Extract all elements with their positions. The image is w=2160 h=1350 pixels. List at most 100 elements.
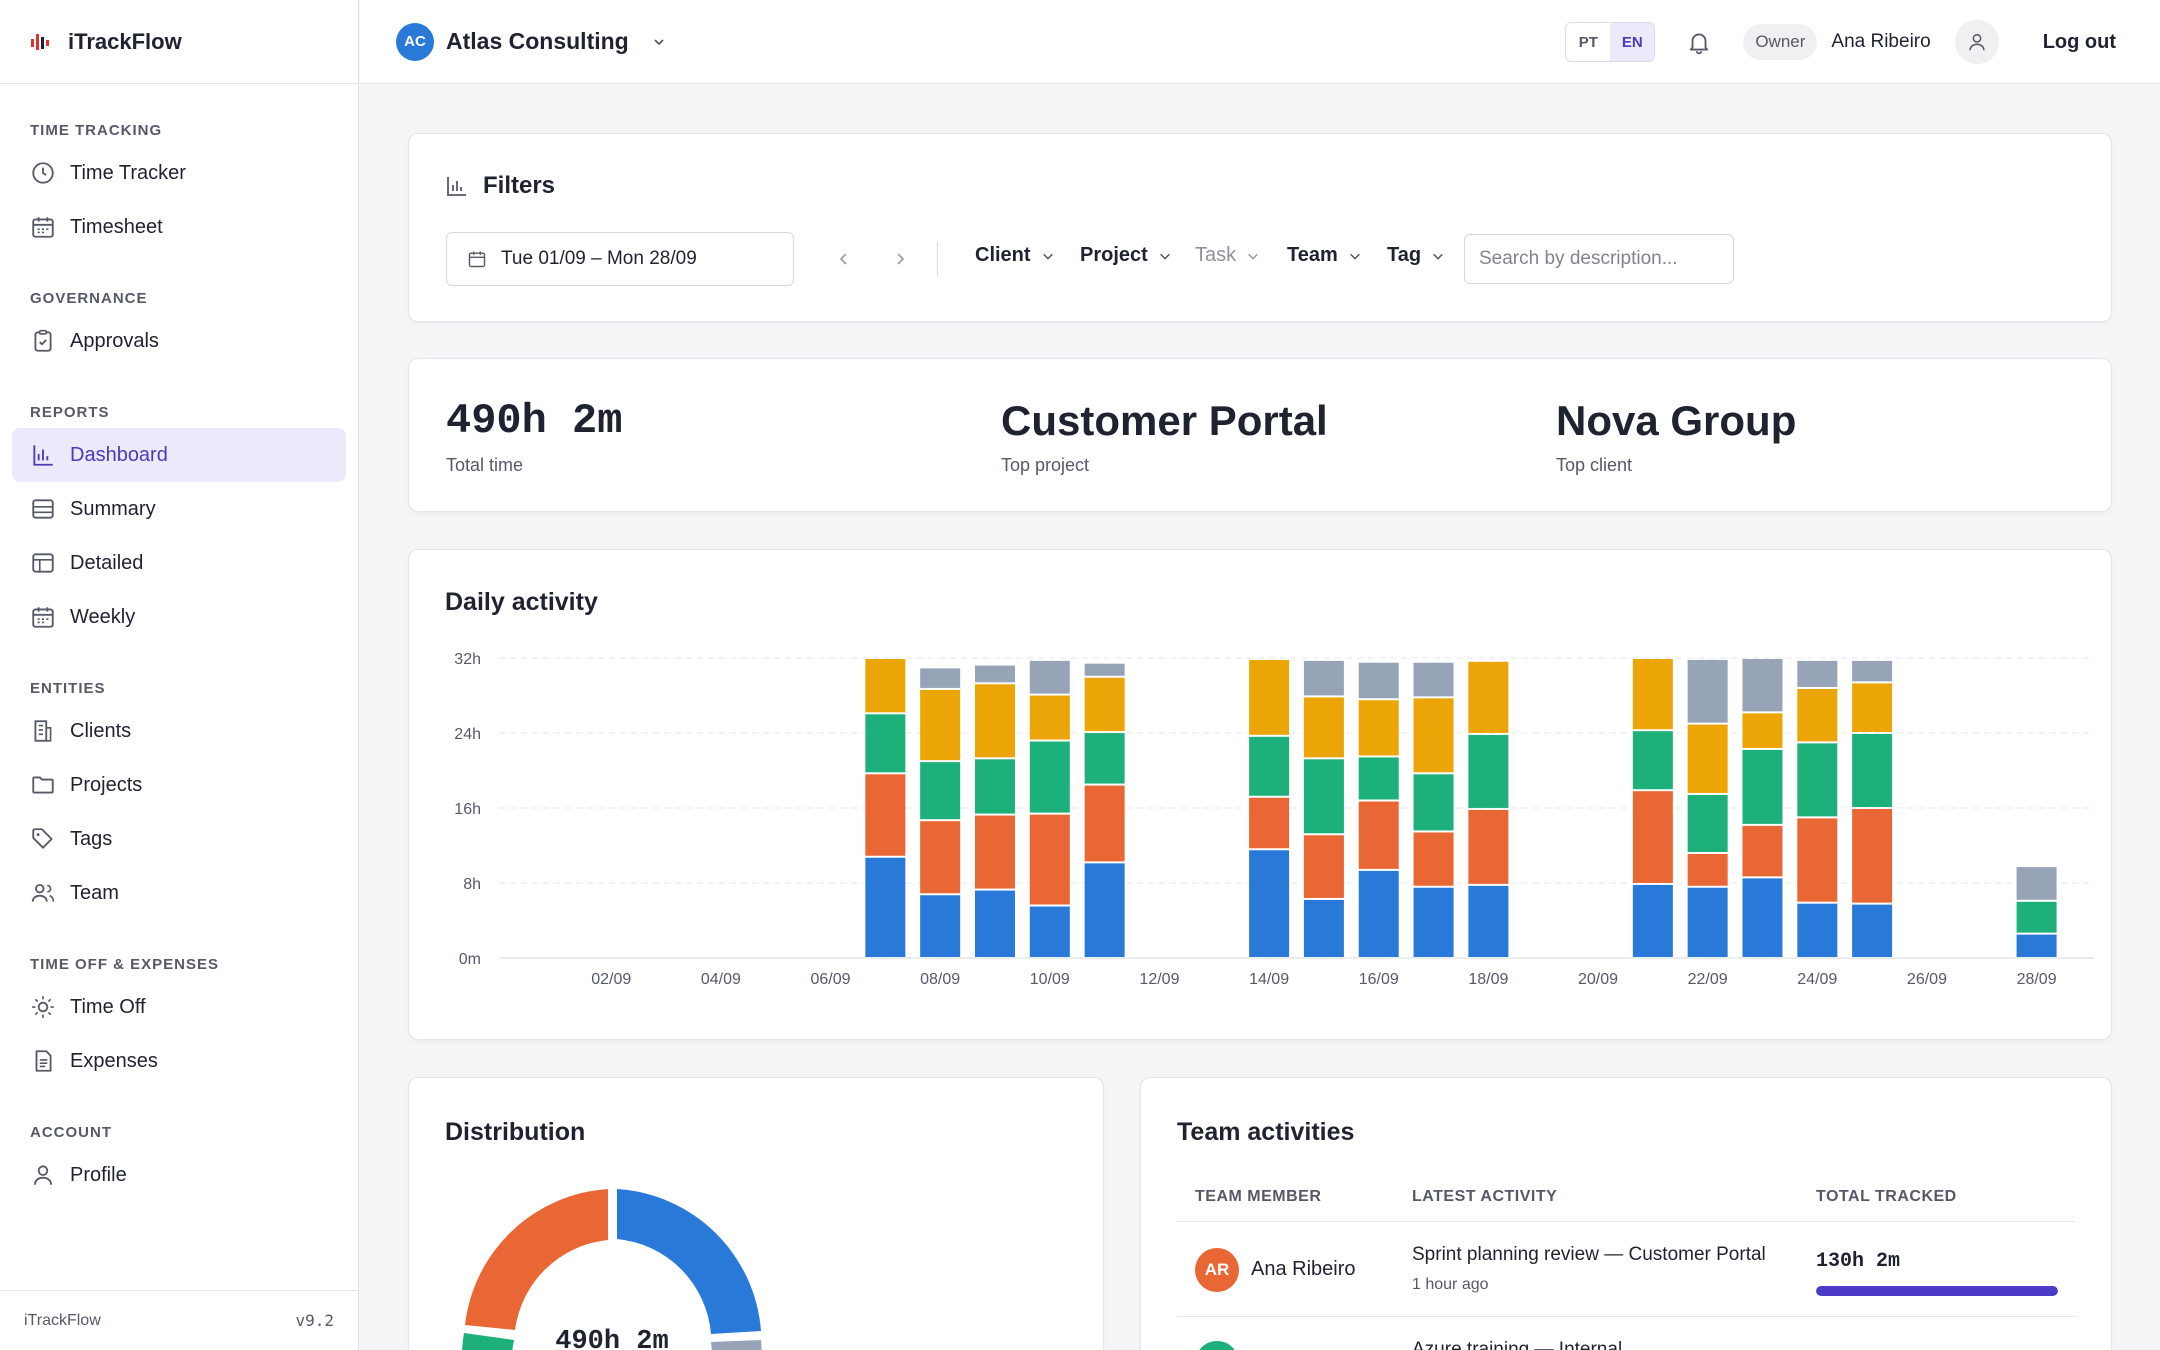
donut-slice-gray[interactable]: [710, 1340, 762, 1350]
bar-segment[interactable]: [1632, 884, 1673, 957]
bar-segment[interactable]: [1084, 663, 1125, 676]
bar-segment[interactable]: [1303, 835, 1344, 898]
table-row[interactable]: AR Ana Ribeiro Sprint planning review — …: [1177, 1222, 2075, 1316]
bar-segment[interactable]: [1029, 814, 1070, 905]
bar-segment[interactable]: [1852, 904, 1893, 957]
bar-segment[interactable]: [1468, 734, 1509, 808]
sidebar-item-tags[interactable]: Tags: [12, 812, 346, 866]
bar-segment[interactable]: [974, 665, 1015, 683]
sidebar-item-dashboard[interactable]: Dashboard: [12, 428, 346, 482]
bar-segment[interactable]: [1687, 887, 1728, 957]
sidebar-item-clients[interactable]: Clients: [12, 704, 346, 758]
bar-segment[interactable]: [1084, 863, 1125, 957]
bar-segment[interactable]: [865, 774, 906, 856]
lang-en-button[interactable]: EN: [1610, 23, 1655, 61]
bar-segment[interactable]: [1742, 825, 1783, 877]
bar-segment[interactable]: [1029, 660, 1070, 694]
bar-segment[interactable]: [1249, 850, 1290, 957]
sidebar-item-timesheet[interactable]: Timesheet: [12, 200, 346, 254]
bar-segment[interactable]: [1413, 662, 1454, 697]
date-range-picker[interactable]: Tue 01/09 – Mon 28/09: [446, 232, 794, 286]
task-filter[interactable]: Task: [1195, 244, 1260, 267]
donut-slice-orange[interactable]: [465, 1189, 608, 1330]
bar-segment[interactable]: [1687, 794, 1728, 852]
bar-segment[interactable]: [920, 895, 961, 957]
bar-segment[interactable]: [1358, 801, 1399, 869]
bar-segment[interactable]: [1687, 854, 1728, 886]
bar-segment[interactable]: [1303, 899, 1344, 957]
donut-slice-blue[interactable]: [617, 1189, 761, 1334]
bar-segment[interactable]: [865, 714, 906, 773]
bar-segment[interactable]: [2016, 867, 2057, 900]
team-filter[interactable]: Team: [1287, 244, 1362, 267]
bar-segment[interactable]: [1249, 797, 1290, 849]
bar-segment[interactable]: [1632, 659, 1673, 730]
bar-segment[interactable]: [1358, 700, 1399, 756]
sidebar-item-detailed[interactable]: Detailed: [12, 536, 346, 590]
bar-segment[interactable]: [1742, 659, 1783, 712]
logout-button[interactable]: Log out: [2042, 30, 2116, 53]
sidebar-item-time-off[interactable]: Time Off: [12, 980, 346, 1034]
bar-segment[interactable]: [1413, 698, 1454, 773]
bar-segment[interactable]: [920, 689, 961, 761]
bar-segment[interactable]: [1029, 741, 1070, 813]
donut-slice-green[interactable]: [462, 1333, 514, 1350]
bar-segment[interactable]: [1084, 677, 1125, 732]
bar-segment[interactable]: [865, 659, 906, 713]
bar-segment[interactable]: [1468, 809, 1509, 884]
sidebar-item-weekly[interactable]: Weekly: [12, 590, 346, 644]
bar-segment[interactable]: [1797, 743, 1838, 817]
bar-segment[interactable]: [1687, 659, 1728, 723]
previous-period-button[interactable]: [827, 242, 861, 276]
bar-segment[interactable]: [1797, 689, 1838, 742]
bar-segment[interactable]: [1687, 724, 1728, 793]
sidebar-item-time-tracker[interactable]: Time Tracker: [12, 146, 346, 200]
bar-segment[interactable]: [2016, 934, 2057, 957]
next-period-button[interactable]: [883, 242, 917, 276]
bar-segment[interactable]: [1468, 885, 1509, 957]
bar-segment[interactable]: [1084, 733, 1125, 784]
bar-segment[interactable]: [974, 759, 1015, 814]
bar-segment[interactable]: [1852, 809, 1893, 903]
bar-segment[interactable]: [1303, 697, 1344, 758]
bar-segment[interactable]: [1413, 832, 1454, 886]
bar-segment[interactable]: [1797, 660, 1838, 687]
bar-segment[interactable]: [1742, 878, 1783, 957]
tag-filter[interactable]: Tag: [1387, 244, 1445, 267]
bar-segment[interactable]: [1249, 736, 1290, 796]
bar-segment[interactable]: [1413, 887, 1454, 957]
lang-pt-button[interactable]: PT: [1578, 33, 1598, 51]
bar-segment[interactable]: [1797, 903, 1838, 957]
sidebar-item-summary[interactable]: Summary: [12, 482, 346, 536]
bar-segment[interactable]: [1742, 713, 1783, 748]
sidebar-item-expenses[interactable]: Expenses: [12, 1034, 346, 1088]
project-filter[interactable]: Project: [1080, 244, 1172, 267]
brand[interactable]: iTrackFlow: [0, 0, 358, 84]
bar-segment[interactable]: [1358, 662, 1399, 699]
bar-segment[interactable]: [1249, 659, 1290, 735]
bar-segment[interactable]: [1413, 774, 1454, 831]
bar-segment[interactable]: [974, 684, 1015, 758]
table-row[interactable]: Azure training — Internal: [1177, 1317, 2075, 1350]
bar-segment[interactable]: [1029, 906, 1070, 958]
bar-segment[interactable]: [1742, 749, 1783, 824]
user-avatar[interactable]: [1954, 20, 1999, 64]
sidebar-item-profile[interactable]: Profile: [12, 1148, 346, 1202]
bar-segment[interactable]: [1797, 818, 1838, 902]
bar-segment[interactable]: [1852, 734, 1893, 807]
search-input[interactable]: [1464, 234, 1734, 284]
bar-segment[interactable]: [1358, 870, 1399, 957]
bar-segment[interactable]: [974, 890, 1015, 957]
sidebar-item-approvals[interactable]: Approvals: [12, 314, 346, 368]
org-switcher[interactable]: AC Atlas Consulting: [396, 22, 667, 61]
bar-segment[interactable]: [1632, 791, 1673, 883]
bar-segment[interactable]: [920, 762, 961, 820]
bar-segment[interactable]: [920, 821, 961, 894]
bell-icon[interactable]: [1679, 22, 1719, 62]
sidebar-item-team[interactable]: Team: [12, 866, 346, 920]
bar-segment[interactable]: [1029, 695, 1070, 740]
bar-segment[interactable]: [865, 857, 906, 957]
sidebar-item-projects[interactable]: Projects: [12, 758, 346, 812]
bar-segment[interactable]: [1852, 683, 1893, 732]
bar-segment[interactable]: [1303, 660, 1344, 696]
